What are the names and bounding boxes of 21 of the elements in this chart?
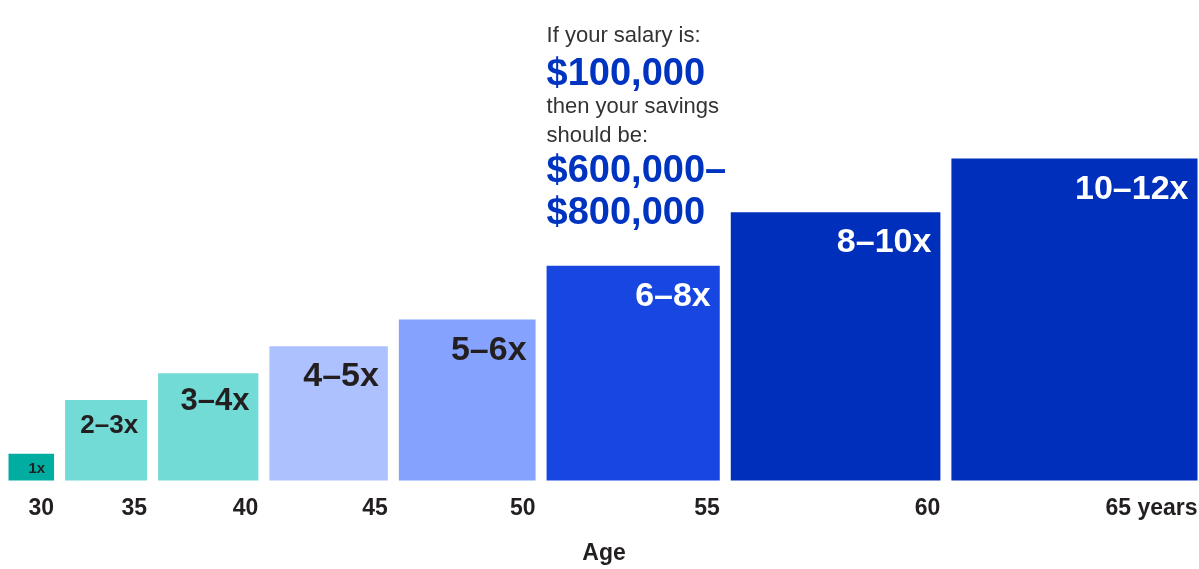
text: $100,000 (546, 51, 706, 94)
x-tick-label: 65 years (1105, 493, 1198, 520)
data-label: 10–12x (1075, 167, 1189, 206)
text: then your savings should be: (546, 93, 720, 147)
data-label: 2–3x (80, 409, 139, 439)
data-label: 6–8x (635, 274, 711, 313)
annotation: $600,000– $800,000 (546, 147, 727, 232)
data-label: 4–5x (303, 355, 379, 394)
text: If your salary is: (546, 21, 701, 47)
x-tick-label: 50 (510, 494, 536, 520)
x-tick-label: 30 (28, 494, 55, 520)
data-label: 8–10x (836, 221, 932, 260)
x-tick-label: 40 (232, 494, 259, 520)
x-tick-label: 35 (121, 494, 148, 520)
x-axis-title: Age (582, 538, 626, 565)
x-tick-label: 60 (914, 494, 941, 520)
data-label: 3–4x (180, 382, 251, 418)
x-tick-label: 45 (362, 494, 389, 520)
data-label: 1x (28, 459, 46, 477)
data-label: 5–6x (450, 328, 527, 367)
x-tick-label: 55 (694, 494, 720, 520)
